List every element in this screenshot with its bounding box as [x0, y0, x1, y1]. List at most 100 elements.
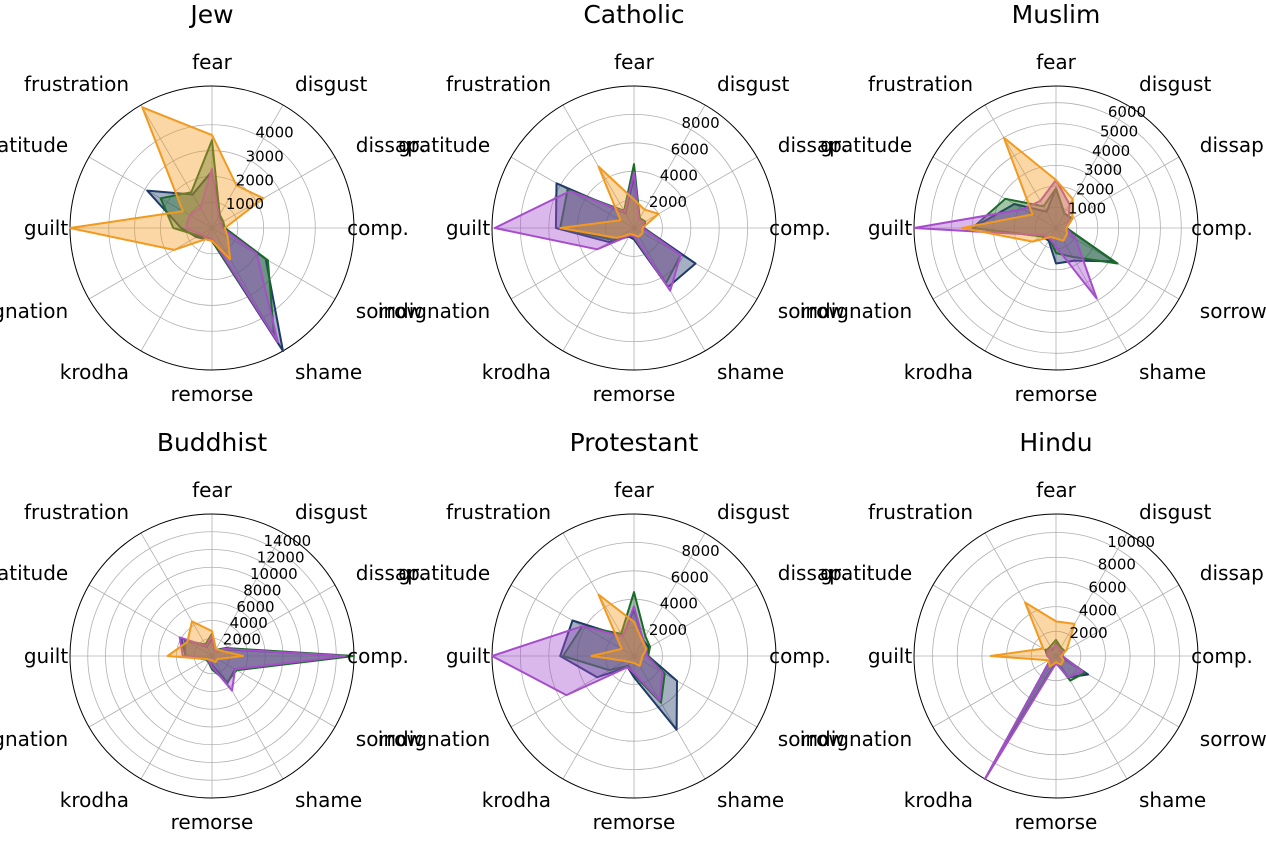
radial-tick-label: 6000 — [671, 568, 709, 586]
radial-tick-label: 4000 — [660, 167, 698, 185]
axis-label: indignation — [0, 727, 68, 751]
axis-label: guilt — [446, 216, 490, 240]
series-polygon-3 — [984, 643, 1084, 780]
series-polygon-3 — [185, 167, 279, 343]
axis-label: dissap. — [356, 133, 426, 157]
grid-spoke — [633, 655, 706, 780]
series-polygon-4 — [989, 601, 1076, 668]
radial-tick-label: 3000 — [246, 147, 284, 165]
radar-panel-protestant: Protestant fear disgust dissap. comp. sorrow s… — [378, 428, 848, 834]
axis-label: frustration — [868, 500, 973, 524]
axis-label: guilt — [24, 644, 68, 668]
axis-label: indignation — [378, 299, 490, 323]
axis-label: remorse — [171, 810, 254, 834]
radial-tick-label: 5000 — [1100, 123, 1138, 141]
grid-spoke — [211, 104, 284, 229]
grid-spoke — [1055, 156, 1180, 229]
grid-spoke — [932, 156, 1057, 229]
grid-spoke — [984, 227, 1057, 352]
axis-label: fear — [1036, 50, 1077, 74]
axis-label: disgust — [717, 72, 789, 96]
grid-spoke — [1055, 532, 1128, 657]
axis-label: sorrow — [1200, 299, 1266, 323]
radial-tick-label: 8000 — [682, 114, 720, 132]
chart-title: Buddhist — [157, 428, 268, 457]
series-polygon-1 — [559, 608, 678, 731]
grid-spoke — [211, 584, 336, 657]
radial-tick-label: 1000 — [1068, 200, 1106, 218]
radial-tick-label: 6000 — [236, 598, 274, 616]
radial-tick-label: 1000 — [226, 195, 264, 213]
axis-label: comp. — [1191, 216, 1253, 240]
series-polygon-3 — [493, 171, 682, 292]
axis-label: sorrow — [356, 299, 423, 323]
axis-label: krodha — [60, 360, 129, 384]
grid-spoke — [1055, 104, 1128, 229]
axis-label: sorrow — [1200, 727, 1266, 751]
outer-ring — [491, 85, 777, 371]
radial-tick-label: 2000 — [223, 631, 261, 649]
grid-spoke — [633, 584, 758, 657]
axis-label: dissap. — [778, 133, 848, 157]
axis-label: fear — [614, 478, 655, 502]
axis-label: fear — [192, 478, 233, 502]
chart-title: Muslim — [1012, 0, 1101, 29]
axis-label: remorse — [593, 382, 676, 406]
grid-spoke — [211, 227, 336, 300]
grid-spoke — [140, 532, 213, 657]
radar-panel-catholic: Catholic fear disgust dissap. comp. sorrow sha… — [378, 0, 848, 406]
radial-tick-label: 2000 — [1076, 180, 1114, 198]
radar-panel-buddhist: Buddhist fear disgust dissap. comp. sorrow sha… — [0, 428, 426, 834]
series-polygon-4 — [166, 620, 245, 664]
radial-tick-label: 4000 — [230, 614, 268, 632]
axis-label: guilt — [868, 644, 912, 668]
radial-tick-label: 3000 — [1084, 161, 1122, 179]
axis-label: fear — [1036, 478, 1077, 502]
axis-label: guilt — [24, 216, 68, 240]
axis-label: gratitude — [0, 133, 68, 157]
axis-label: dissap. — [1200, 133, 1266, 157]
radial-tick-label: 2000 — [649, 193, 687, 211]
series-polygon-3 — [913, 179, 1098, 300]
chart-title: Protestant — [570, 428, 699, 457]
axis-label: sorrow — [778, 727, 845, 751]
axis-label: fear — [192, 50, 233, 74]
radial-tick-label: 2000 — [236, 171, 274, 189]
grid-spoke — [1055, 227, 1128, 352]
radial-tick-label: 4000 — [1092, 142, 1130, 160]
radial-tick-label: 8000 — [1098, 556, 1136, 574]
axis-label: frustration — [24, 500, 129, 524]
series-polygon-4 — [69, 106, 265, 261]
axis-label: krodha — [482, 788, 551, 812]
outer-ring — [913, 513, 1199, 799]
axis-label: comp. — [769, 216, 831, 240]
radial-tick-label: 6000 — [671, 140, 709, 158]
grid-spoke — [984, 532, 1057, 657]
axis-label: dissap. — [1200, 561, 1266, 585]
radar-panel-muslim: Muslim fear disgust dissap. comp. sorrow shame… — [800, 0, 1266, 406]
axis-label: krodha — [482, 360, 551, 384]
grid-spoke — [211, 655, 284, 780]
radial-tick-label: 2000 — [1070, 624, 1108, 642]
axis-label: disgust — [717, 500, 789, 524]
radial-tick-label: 10000 — [1107, 533, 1155, 551]
axis-label: frustration — [868, 72, 973, 96]
series-polygon-4 — [961, 136, 1074, 243]
grid-spoke — [211, 532, 284, 657]
axis-label: indignation — [0, 299, 68, 323]
radial-tick-label: 2000 — [649, 621, 687, 639]
radial-tick-label: 12000 — [257, 549, 305, 567]
grid-spoke — [211, 655, 336, 728]
grid-spoke — [140, 655, 213, 780]
series-polygon-4 — [590, 593, 648, 667]
radar-panel-jew: Jew fear disgust dissap. comp. sorrow shame rem… — [0, 0, 426, 406]
radial-tick-label: 6000 — [1088, 579, 1126, 597]
radial-tick-label: 4000 — [660, 595, 698, 613]
grid-spoke — [88, 227, 213, 300]
grid-spoke — [1055, 584, 1180, 657]
radial-tick-label: 4000 — [256, 124, 294, 142]
axis-label: comp. — [347, 216, 409, 240]
axis-label: shame — [1139, 788, 1206, 812]
axis-label: indignation — [378, 727, 490, 751]
